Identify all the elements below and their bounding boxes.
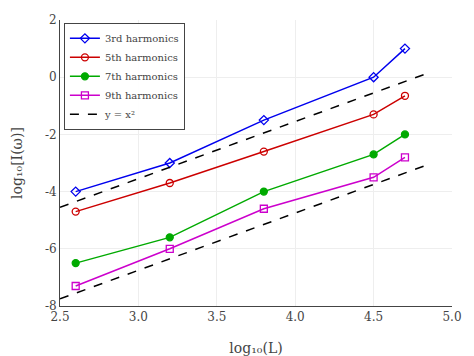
svg-text:0: 0 xyxy=(49,70,57,84)
svg-text:3rd harmonics: 3rd harmonics xyxy=(105,33,179,44)
svg-text:5th harmonics: 5th harmonics xyxy=(105,52,178,63)
svg-text:-8: -8 xyxy=(45,299,57,313)
svg-text:4.5: 4.5 xyxy=(364,310,383,324)
svg-text:log₁₀[I(ω)]: log₁₀[I(ω)] xyxy=(9,127,25,199)
svg-text:7th harmonics: 7th harmonics xyxy=(105,71,178,82)
svg-text:2.5: 2.5 xyxy=(50,310,69,324)
svg-text:y = x²: y = x² xyxy=(104,109,135,120)
svg-text:-6: -6 xyxy=(45,242,57,256)
svg-text:4.0: 4.0 xyxy=(286,310,305,324)
svg-text:-4: -4 xyxy=(45,185,57,199)
svg-text:log₁₀(L): log₁₀(L) xyxy=(229,340,282,356)
svg-text:5.0: 5.0 xyxy=(442,310,461,324)
svg-text:2: 2 xyxy=(49,13,57,27)
svg-text:3.0: 3.0 xyxy=(129,310,148,324)
svg-text:9th harmonics: 9th harmonics xyxy=(105,90,178,101)
svg-text:-2: -2 xyxy=(45,128,57,142)
svg-text:3.5: 3.5 xyxy=(207,310,226,324)
